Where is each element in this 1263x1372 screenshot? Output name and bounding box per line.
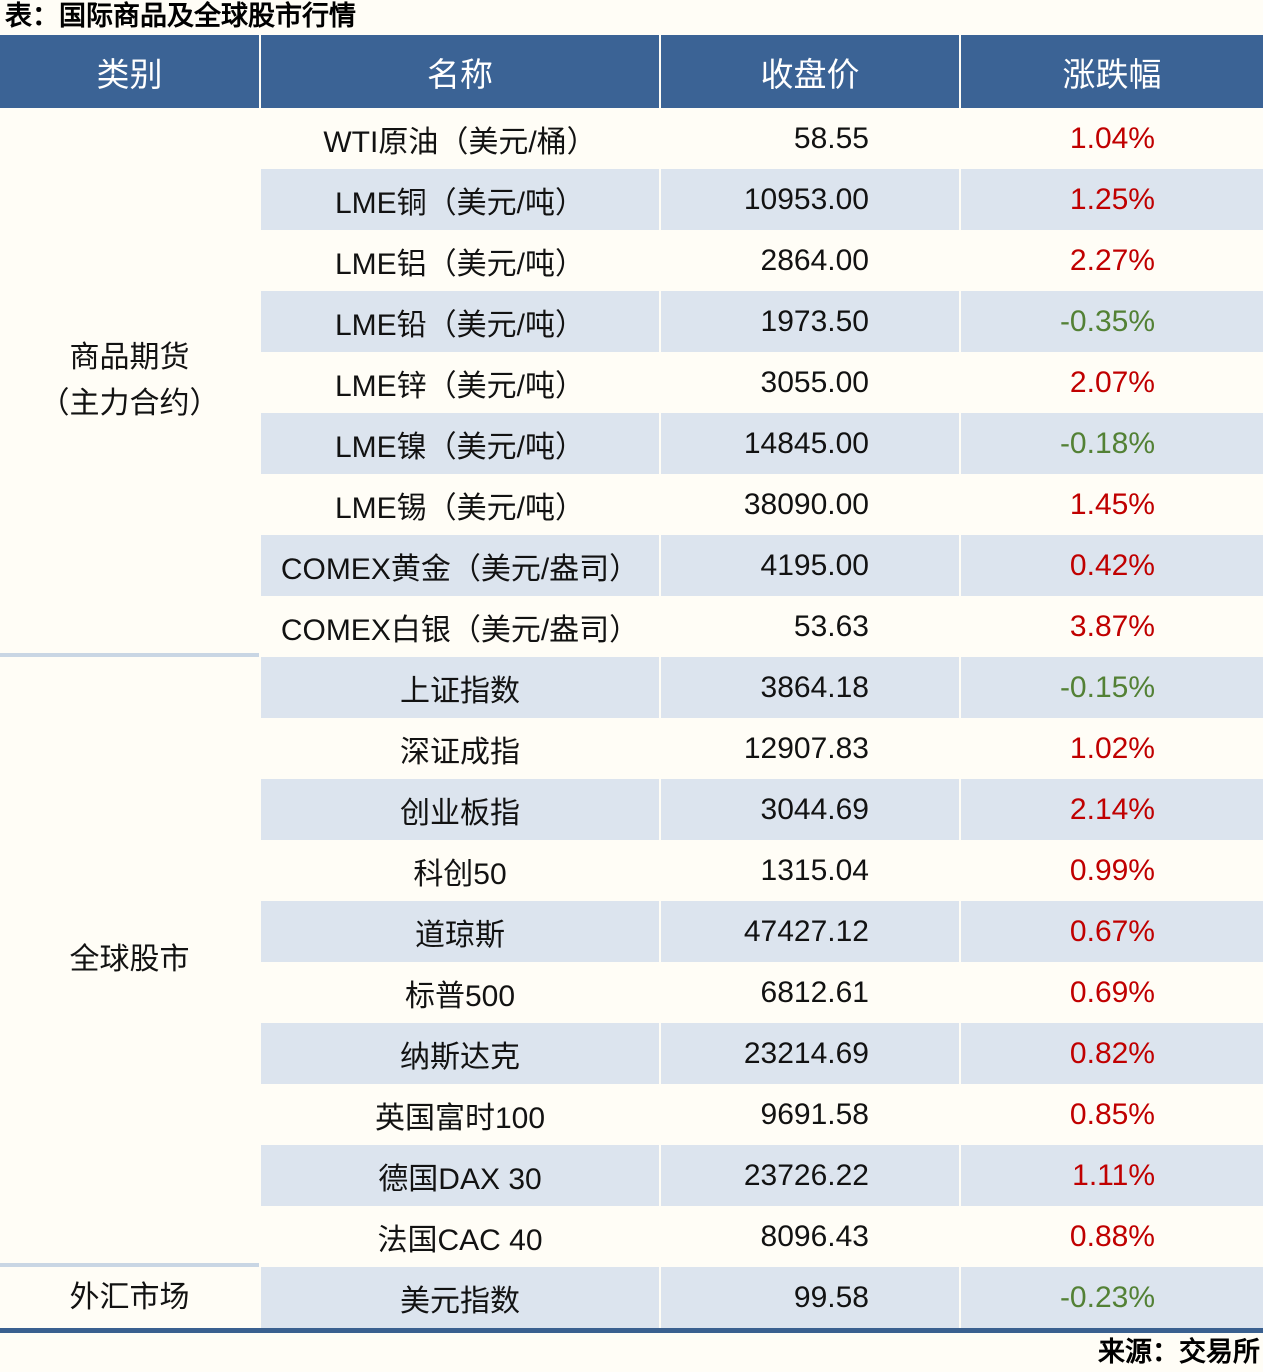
- close-price: 3864.18: [659, 657, 959, 718]
- column-header-name: 名称: [259, 35, 659, 108]
- close-price: 10953.00: [659, 169, 959, 230]
- instrument-name: LME锡（美元/吨）: [259, 474, 659, 535]
- close-price: 9691.58: [659, 1084, 959, 1145]
- change-percent: 0.99%: [959, 840, 1263, 901]
- change-percent: -0.23%: [959, 1267, 1263, 1328]
- change-percent: -0.18%: [959, 413, 1263, 474]
- instrument-name: 道琼斯: [259, 901, 659, 962]
- instrument-name: LME镍（美元/吨）: [259, 413, 659, 474]
- change-percent: 0.88%: [959, 1206, 1263, 1267]
- close-price: 53.63: [659, 596, 959, 657]
- change-percent: -0.15%: [959, 657, 1263, 718]
- close-price: 4195.00: [659, 535, 959, 596]
- close-price: 12907.83: [659, 718, 959, 779]
- change-percent: 1.45%: [959, 474, 1263, 535]
- change-percent: 0.69%: [959, 962, 1263, 1023]
- column-header-category: 类别: [96, 54, 163, 94]
- source-note: 来源：交易所: [1098, 1337, 1260, 1367]
- category-cell: 全球股市: [0, 657, 259, 1267]
- close-price: 47427.12: [659, 901, 959, 962]
- close-price: 1973.50: [659, 291, 959, 352]
- category-cell: 商品期货 （主力合约）: [0, 108, 259, 657]
- close-price: 58.55: [659, 108, 959, 169]
- change-percent: 3.87%: [959, 596, 1263, 657]
- change-percent: 1.04%: [959, 108, 1263, 169]
- close-price: 38090.00: [659, 474, 959, 535]
- change-percent: 0.82%: [959, 1023, 1263, 1084]
- instrument-name: LME铜（美元/吨）: [259, 169, 659, 230]
- close-price: 3055.00: [659, 352, 959, 413]
- instrument-name: WTI原油（美元/桶）: [259, 108, 659, 169]
- category-cell: 外汇市场: [0, 1267, 259, 1328]
- change-percent: 0.42%: [959, 535, 1263, 596]
- change-percent: 1.11%: [959, 1145, 1263, 1206]
- close-price: 23214.69: [659, 1023, 959, 1084]
- close-price: 8096.43: [659, 1206, 959, 1267]
- column-header-close: 收盘价: [659, 35, 959, 108]
- change-percent: 1.02%: [959, 718, 1263, 779]
- change-percent: 2.14%: [959, 779, 1263, 840]
- category-label-line: 全球股市: [69, 943, 190, 976]
- change-percent: 0.85%: [959, 1084, 1263, 1145]
- close-price: 23726.22: [659, 1145, 959, 1206]
- close-price: 1315.04: [659, 840, 959, 901]
- instrument-name: COMEX黄金（美元/盎司）: [259, 535, 659, 596]
- instrument-name: 创业板指: [259, 779, 659, 840]
- instrument-name: 英国富时100: [259, 1084, 659, 1145]
- market-table: 类别 名称 收盘价 涨跌幅 商品期货 （主力合约） WTI原油（美元/桶） 58.55…: [0, 35, 1263, 1333]
- instrument-name: LME锌（美元/吨）: [259, 352, 659, 413]
- close-price: 6812.61: [659, 962, 959, 1023]
- instrument-name: LME铅（美元/吨）: [259, 291, 659, 352]
- change-percent: 2.07%: [959, 352, 1263, 413]
- instrument-name: 深证成指: [259, 718, 659, 779]
- instrument-name: 标普500: [259, 962, 659, 1023]
- close-price: 14845.00: [659, 413, 959, 474]
- close-price: 3044.69: [659, 779, 959, 840]
- category-label-line: （主力合约）: [39, 386, 220, 420]
- change-percent: 0.67%: [959, 901, 1263, 962]
- instrument-name: 德国DAX 30: [259, 1145, 659, 1206]
- table-header-row: 类别 名称 收盘价 涨跌幅: [0, 35, 1263, 108]
- instrument-name: 法国CAC 40: [259, 1206, 659, 1267]
- close-price: 99.58: [659, 1267, 959, 1328]
- instrument-name: 上证指数: [259, 657, 659, 718]
- close-price: 2864.00: [659, 230, 959, 291]
- instrument-name: 美元指数: [259, 1267, 659, 1328]
- column-header-change: 涨跌幅: [959, 35, 1263, 108]
- instrument-name: 科创50: [259, 840, 659, 901]
- table-body: 商品期货 （主力合约） WTI原油（美元/桶） 58.55 1.04% LME铜（美元/吨…: [0, 108, 1263, 1328]
- instrument-name: 纳斯达克: [259, 1023, 659, 1084]
- instrument-name: LME铝（美元/吨）: [259, 230, 659, 291]
- category-label-line: 商品期货: [69, 340, 190, 374]
- instrument-name: COMEX白银（美元/盎司）: [259, 596, 659, 657]
- category-label-line: 外汇市场: [69, 1280, 190, 1314]
- change-percent: 2.27%: [959, 230, 1263, 291]
- page-title: 表：国际商品及全球股市行情: [5, 1, 356, 31]
- change-percent: -0.35%: [959, 291, 1263, 352]
- change-percent: 1.25%: [959, 169, 1263, 230]
